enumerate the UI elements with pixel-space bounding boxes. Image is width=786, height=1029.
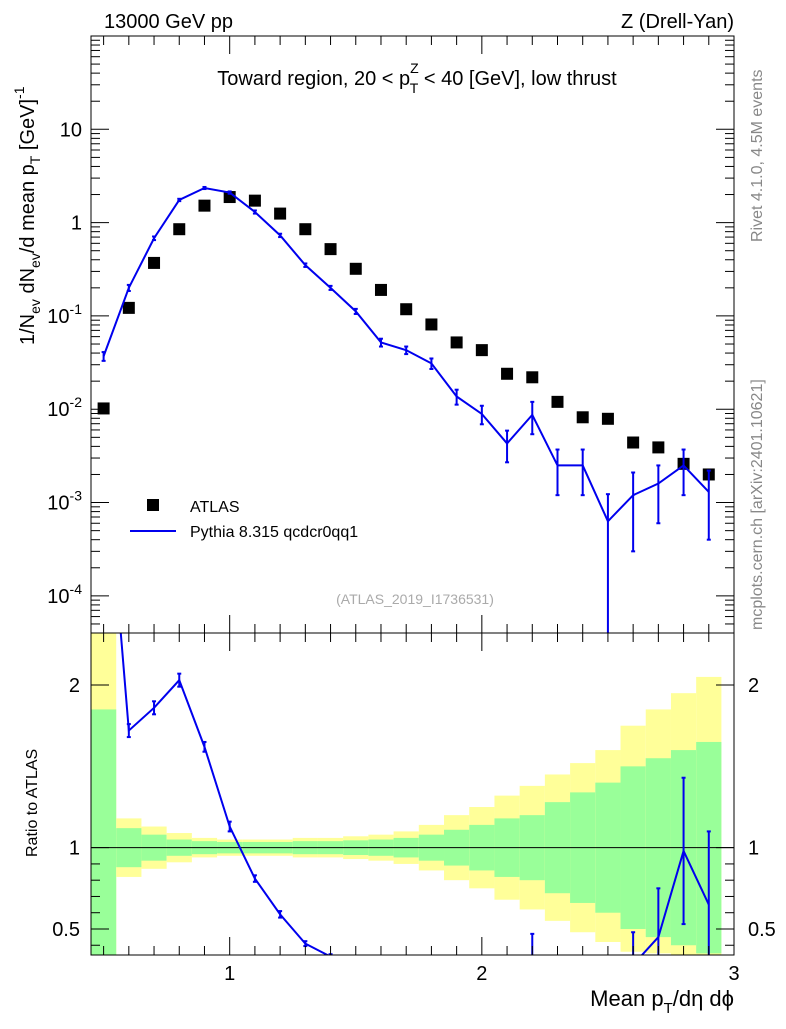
data-point — [349, 262, 362, 275]
data-point — [248, 194, 261, 207]
ratio-marks — [119, 633, 711, 955]
y-tick-label-left: 0.5 — [52, 919, 80, 941]
data-point — [450, 336, 463, 349]
data-point — [475, 344, 488, 357]
y-tick-label: 10-3 — [47, 488, 82, 515]
y-tick-label-exp: -3 — [70, 488, 83, 504]
y-tick-label-base: 10 — [47, 306, 69, 328]
main-title: Toward region, 20 < pZ T < 40 [GeV], low … — [217, 60, 617, 96]
x-tick-label: 2 — [476, 963, 487, 985]
y-tick-label-right: 0.5 — [748, 919, 776, 941]
y-tick-label: 10-2 — [47, 394, 82, 421]
data-point — [627, 436, 640, 449]
data-point — [374, 283, 387, 296]
data-point — [601, 412, 614, 425]
ratio-xlabel: Mean pT/dη dϕ — [590, 986, 734, 1017]
data-point — [652, 441, 665, 454]
data-point — [551, 395, 564, 408]
data-point — [148, 256, 161, 269]
y-tick-label: 10 — [60, 119, 82, 141]
data-point — [122, 301, 135, 314]
ratio-band-inner — [91, 709, 117, 955]
y-tick-label-base: 10 — [60, 119, 82, 141]
y-tick-label-exp: -4 — [70, 581, 83, 597]
ratio-ticks: 1 2 3 0.5 0.5 1 1 2 2 — [52, 633, 776, 985]
x-tick-label: 3 — [728, 963, 739, 985]
ratio-panel: 1 2 3 0.5 0.5 1 1 2 2 Ratio to ATLAS Mean pT/dη … — [24, 632, 776, 1017]
data-point — [198, 199, 211, 212]
data-point — [501, 367, 514, 380]
data-point — [576, 411, 589, 424]
data-point — [299, 223, 312, 236]
y-tick-label-exp: -1 — [70, 301, 83, 317]
main-frame — [90, 35, 735, 634]
ratio-frame — [90, 632, 735, 956]
process-label: Z (Drell-Yan) — [621, 11, 734, 33]
legend-data-marker — [147, 499, 159, 511]
data-point — [274, 207, 287, 220]
data-point — [425, 318, 438, 331]
y-tick-label: 10-1 — [47, 301, 82, 328]
x-tick-label: 1 — [224, 963, 235, 985]
y-tick-label: 10-4 — [47, 581, 82, 608]
watermark: (ATLAS_2019_I1736531) — [336, 591, 494, 607]
data-point — [400, 303, 413, 316]
y-tick-label-base: 10 — [47, 493, 69, 515]
y-tick-label: 1 — [71, 213, 82, 235]
ratio-bands — [91, 633, 734, 955]
y-tick-label-right: 1 — [748, 838, 759, 860]
legend-data-label: ATLAS — [190, 499, 240, 516]
data-point — [173, 223, 186, 236]
y-tick-label-base: 10 — [47, 586, 69, 608]
y-tick-label-right: 2 — [748, 675, 759, 697]
main-ylabel: 1/Nev dNev/d mean pT [GeV]-1 — [11, 86, 43, 345]
main-marks — [97, 185, 715, 633]
rivet-info: Rivet 4.1.0, 4.5M events — [749, 69, 766, 242]
y-tick-label-left: 1 — [69, 838, 80, 860]
energy-label: 13000 GeV pp — [104, 11, 233, 33]
data-point — [324, 243, 337, 256]
ratio-ylabel: Ratio to ATLAS — [24, 749, 41, 857]
legend: ATLAS Pythia 8.315 qcdcr0qq1 — [130, 499, 358, 541]
y-tick-label-left: 2 — [69, 675, 80, 697]
data-point — [97, 402, 110, 415]
y-tick-label-base: 10 — [47, 399, 69, 421]
main-panel: Toward region, 20 < pZ T < 40 [GeV], low … — [11, 35, 735, 634]
data-point — [526, 371, 539, 384]
source-info: mcplots.cern.ch [arXiv:2401.10621] — [749, 379, 766, 630]
legend-mc-label: Pythia 8.315 qcdcr0qq1 — [190, 524, 358, 541]
y-tick-label-exp: -2 — [70, 394, 83, 410]
y-tick-label-base: 1 — [71, 213, 82, 235]
